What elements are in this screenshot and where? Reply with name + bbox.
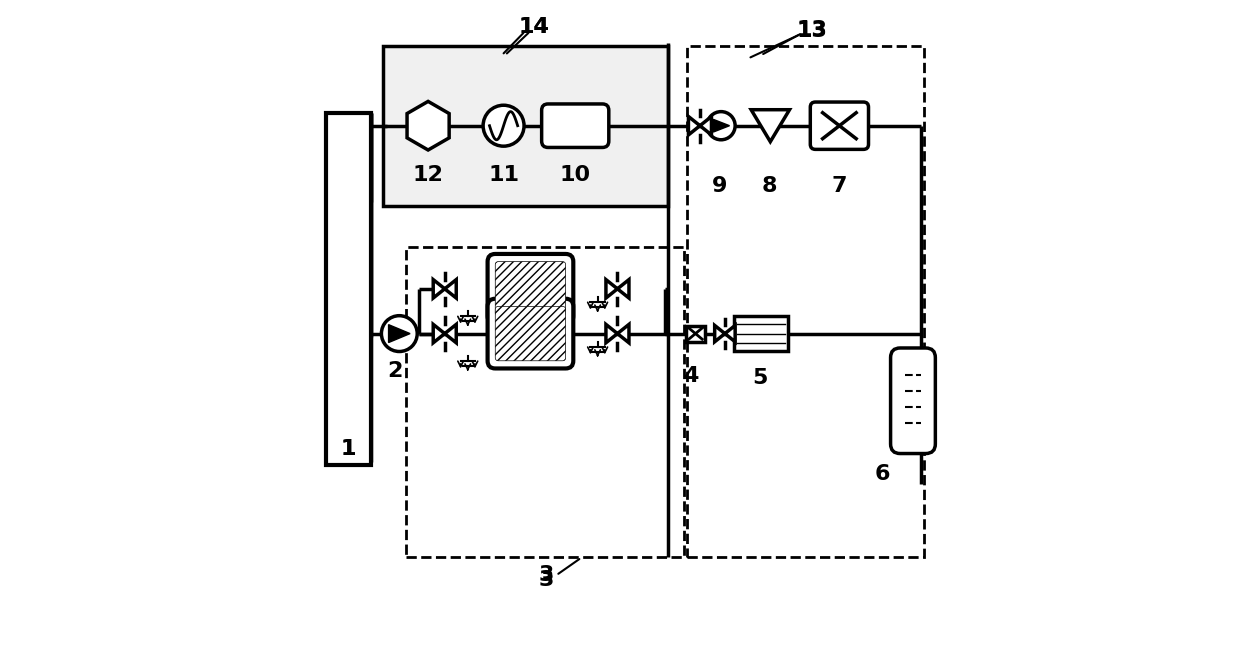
Text: 1: 1: [341, 439, 356, 459]
Circle shape: [616, 288, 619, 290]
Polygon shape: [688, 117, 699, 135]
FancyBboxPatch shape: [810, 102, 868, 150]
Bar: [405, 248, 684, 557]
Circle shape: [707, 111, 735, 140]
Text: 13: 13: [796, 21, 827, 41]
Bar: [383, 46, 668, 205]
Text: 6: 6: [874, 465, 890, 484]
Circle shape: [698, 124, 702, 127]
Circle shape: [382, 316, 417, 351]
Bar: [687, 46, 924, 557]
FancyBboxPatch shape: [542, 104, 609, 148]
Polygon shape: [606, 279, 618, 298]
Polygon shape: [407, 101, 449, 150]
Text: 8: 8: [761, 176, 776, 196]
Polygon shape: [725, 325, 735, 341]
FancyBboxPatch shape: [495, 262, 565, 316]
Circle shape: [484, 105, 525, 146]
FancyBboxPatch shape: [890, 348, 935, 454]
Text: 3: 3: [538, 566, 554, 585]
Polygon shape: [433, 279, 445, 298]
Text: 13: 13: [796, 19, 827, 40]
Text: 3: 3: [538, 570, 554, 590]
Circle shape: [724, 332, 727, 335]
Bar: [686, 325, 706, 341]
Text: 10: 10: [559, 165, 590, 185]
FancyBboxPatch shape: [326, 113, 371, 465]
Text: 7: 7: [832, 176, 847, 196]
Circle shape: [616, 332, 619, 335]
Text: 4: 4: [683, 367, 698, 386]
Polygon shape: [751, 110, 790, 142]
Polygon shape: [445, 279, 456, 298]
Text: 14: 14: [518, 17, 549, 36]
Bar: [734, 316, 787, 351]
FancyBboxPatch shape: [495, 307, 565, 361]
Text: 14: 14: [518, 17, 549, 36]
Text: 9: 9: [712, 176, 727, 196]
Text: 11: 11: [489, 165, 520, 185]
Polygon shape: [606, 325, 618, 343]
Polygon shape: [433, 325, 445, 343]
Text: 1: 1: [341, 439, 356, 459]
Circle shape: [444, 288, 446, 290]
Polygon shape: [714, 325, 725, 341]
Polygon shape: [445, 325, 456, 343]
Polygon shape: [699, 117, 712, 135]
Circle shape: [444, 332, 446, 335]
Text: 2: 2: [387, 362, 403, 381]
FancyBboxPatch shape: [487, 254, 573, 324]
Text: 5: 5: [751, 368, 768, 388]
FancyBboxPatch shape: [487, 299, 573, 369]
Polygon shape: [618, 279, 629, 298]
Polygon shape: [713, 119, 729, 132]
Text: 12: 12: [413, 165, 444, 185]
Polygon shape: [618, 325, 629, 343]
Polygon shape: [388, 325, 410, 343]
